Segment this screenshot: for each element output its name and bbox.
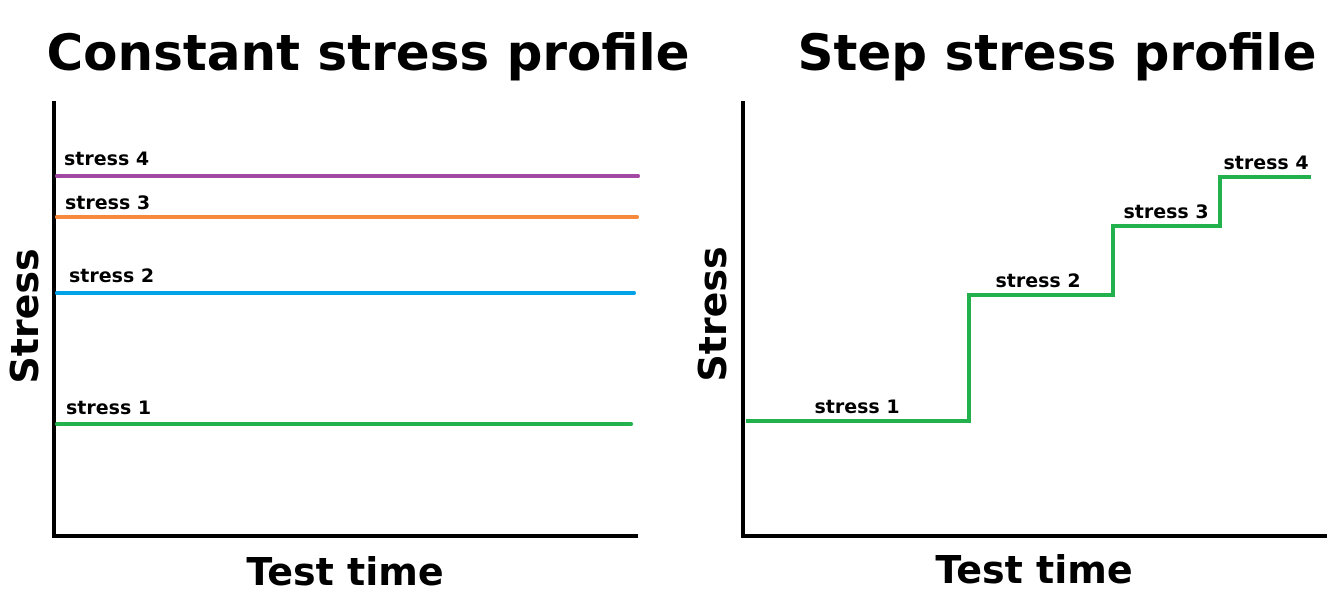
step-x-axis-label: Test time	[935, 548, 1132, 592]
step-stress-panel: Step stress profile Stress Test time str…	[691, 24, 1327, 592]
step-label-1: stress 1	[814, 396, 899, 418]
constant-y-axis-label: Stress	[3, 248, 47, 383]
constant-level-label-2: stress 2	[69, 265, 154, 287]
step-label-3: stress 3	[1123, 201, 1208, 223]
constant-level-label-1: stress 1	[66, 397, 151, 419]
constant-panel-title: Constant stress profile	[46, 24, 689, 82]
step-y-axis-label: Stress	[691, 246, 735, 381]
step-panel-title: Step stress profile	[797, 24, 1316, 82]
step-label-2: stress 2	[995, 270, 1080, 292]
constant-x-axis-label: Test time	[246, 550, 443, 594]
constant-stress-panel: Constant stress profile Stress Test time…	[3, 24, 690, 594]
step-stress-line	[746, 175, 1311, 423]
step-axes	[741, 101, 1327, 538]
constant-axes	[52, 101, 638, 538]
step-label-4: stress 4	[1223, 152, 1308, 174]
constant-level-label-3: stress 3	[65, 192, 150, 214]
constant-level-label-4: stress 4	[64, 148, 149, 170]
